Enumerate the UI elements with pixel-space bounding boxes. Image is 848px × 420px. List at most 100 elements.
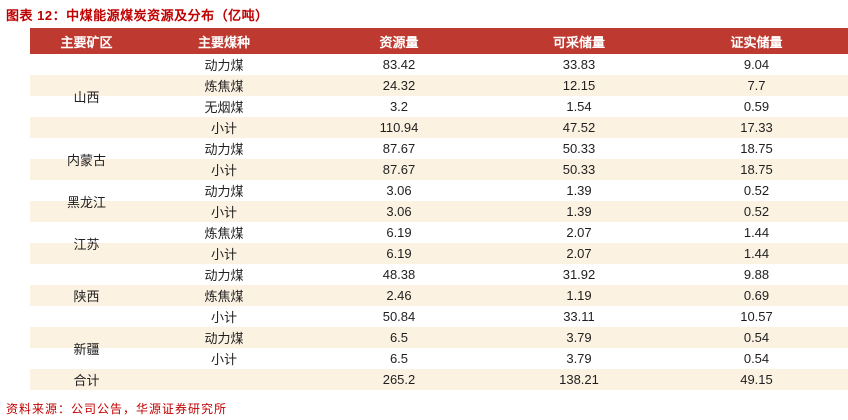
header-cell-1: 主要矿区: [60, 34, 113, 50]
coal-type-cell: 小计: [210, 352, 237, 367]
value-cell: 2.46: [386, 288, 412, 303]
table-row: 小计 110.94 47.52 17.33: [30, 117, 848, 138]
header-cell-5: 证实储量: [730, 34, 783, 50]
coal-type-cell: 动力煤: [204, 142, 244, 157]
value-cell: 47.52: [562, 120, 596, 135]
coal-type-cell: 小计: [210, 121, 237, 136]
coal-type-cell: 小计: [210, 310, 237, 325]
table-row: 动力煤 6.5 3.79 0.54: [30, 327, 848, 348]
value-cell: 0.69: [743, 288, 770, 303]
region-column-spacer: [30, 348, 143, 369]
value-cell: 1.44: [743, 246, 770, 261]
value-cell: 18.75: [740, 162, 773, 177]
value-cell: 48.38: [382, 267, 416, 282]
table-row: 炼焦煤 24.32 12.15 7.7: [30, 75, 848, 96]
table-row: 动力煤 83.42 33.83 9.04: [30, 54, 848, 75]
value-cell: 7.7: [747, 78, 766, 93]
total-coal-type-empty-cell: [143, 369, 305, 390]
region-column-spacer: [30, 243, 143, 264]
value-cell: 3.06: [386, 204, 412, 219]
value-cell: 1.39: [566, 183, 592, 198]
region-column-spacer: [30, 117, 143, 138]
coal-type-cell: 炼焦煤: [204, 289, 244, 304]
value-cell: 0.52: [743, 204, 770, 219]
value-cell: 1.39: [566, 204, 592, 219]
total-value-cell: 265.2: [382, 372, 416, 387]
value-cell: 6.19: [386, 225, 412, 240]
value-cell: 17.33: [740, 120, 773, 135]
value-cell: 0.52: [743, 183, 770, 198]
value-cell: 0.54: [743, 330, 770, 345]
value-cell: 83.42: [382, 57, 416, 72]
value-cell: 3.79: [566, 351, 592, 366]
header-cell-4: 可采储量: [552, 34, 605, 50]
table-row: 动力煤 87.67 50.33 18.75: [30, 138, 848, 159]
table-row: 小计 87.67 50.33 18.75: [30, 159, 848, 180]
region-column-spacer: [30, 264, 143, 285]
coal-type-cell: 动力煤: [204, 58, 244, 73]
total-value-cell: 49.15: [740, 372, 773, 387]
source-note: 资料来源：公司公告，华源证券研究所: [6, 402, 228, 416]
total-row: 合计 265.2 138.21 49.15: [30, 369, 848, 390]
total-label-cell: 合计: [73, 373, 100, 388]
region-column-spacer: [30, 222, 143, 243]
value-cell: 9.88: [743, 267, 770, 282]
table-row: 小计 50.84 33.11 10.57: [30, 306, 848, 327]
coal-type-cell: 动力煤: [204, 331, 244, 346]
value-cell: 9.04: [743, 57, 770, 72]
value-cell: 3.06: [386, 183, 412, 198]
coal-type-cell: 炼焦煤: [204, 79, 244, 94]
table-row: 炼焦煤 6.19 2.07 1.44: [30, 222, 848, 243]
value-cell: 0.54: [743, 351, 770, 366]
value-cell: 2.07: [566, 225, 592, 240]
value-cell: 3.2: [389, 99, 409, 114]
region-column-spacer: [30, 138, 143, 159]
coal-type-cell: 动力煤: [204, 268, 244, 283]
header-cell-3: 资源量: [379, 34, 419, 50]
region-column-spacer: [30, 96, 143, 117]
table-row: 炼焦煤 2.46 1.19 0.69: [30, 285, 848, 306]
value-cell: 6.5: [389, 351, 409, 366]
region-column-spacer: [30, 201, 143, 222]
coal-type-cell: 小计: [210, 205, 237, 220]
coal-type-cell: 无烟煤: [204, 100, 244, 115]
value-cell: 50.84: [382, 309, 416, 324]
value-cell: 10.57: [740, 309, 773, 324]
table-row: 动力煤 48.38 31.92 9.88: [30, 264, 848, 285]
value-cell: 6.5: [389, 330, 409, 345]
value-cell: 33.11: [563, 309, 595, 324]
region-column-spacer: [30, 54, 143, 75]
value-cell: 1.44: [743, 225, 770, 240]
coal-type-cell: 炼焦煤: [204, 226, 244, 241]
value-cell: 6.19: [386, 246, 412, 261]
region-column-spacer: [30, 306, 143, 327]
value-cell: 1.19: [566, 288, 592, 303]
header-cell-2: 主要煤种: [197, 34, 250, 50]
value-cell: 110.94: [379, 120, 419, 135]
table-row: 动力煤 3.06 1.39 0.52: [30, 180, 848, 201]
coal-type-cell: 小计: [210, 247, 237, 262]
value-cell: 87.67: [382, 141, 416, 156]
table-row: 小计 3.06 1.39 0.52: [30, 201, 848, 222]
value-cell: 2.07: [566, 246, 592, 261]
value-cell: 1.54: [566, 99, 592, 114]
value-cell: 12.15: [562, 78, 596, 93]
coal-type-cell: 动力煤: [204, 184, 244, 199]
value-cell: 50.33: [562, 141, 596, 156]
value-cell: 31.92: [562, 267, 596, 282]
coal-resource-table: 主要矿区 主要煤种 资源量 可采储量 证实储量 动力煤 83.42 33.83 9.04 炼焦煤…: [30, 28, 848, 390]
region-column-spacer: [30, 180, 143, 201]
region-column-spacer: [30, 285, 143, 306]
region-column-spacer: [30, 75, 143, 96]
value-cell: 3.79: [566, 330, 592, 345]
table-row: 无烟煤 3.2 1.54 0.59: [30, 96, 848, 117]
figure-title: 图表 12：中煤能源煤炭资源及分布（亿吨）: [6, 8, 269, 23]
coal-type-cell: 小计: [210, 163, 237, 178]
value-cell: 50.33: [562, 162, 596, 177]
value-cell: 18.75: [740, 141, 773, 156]
table-row: 小计 6.5 3.79 0.54: [30, 348, 848, 369]
region-column-spacer: [30, 327, 143, 348]
table-row: 小计 6.19 2.07 1.44: [30, 243, 848, 264]
region-column-spacer: [30, 159, 143, 180]
value-cell: 0.59: [743, 99, 770, 114]
